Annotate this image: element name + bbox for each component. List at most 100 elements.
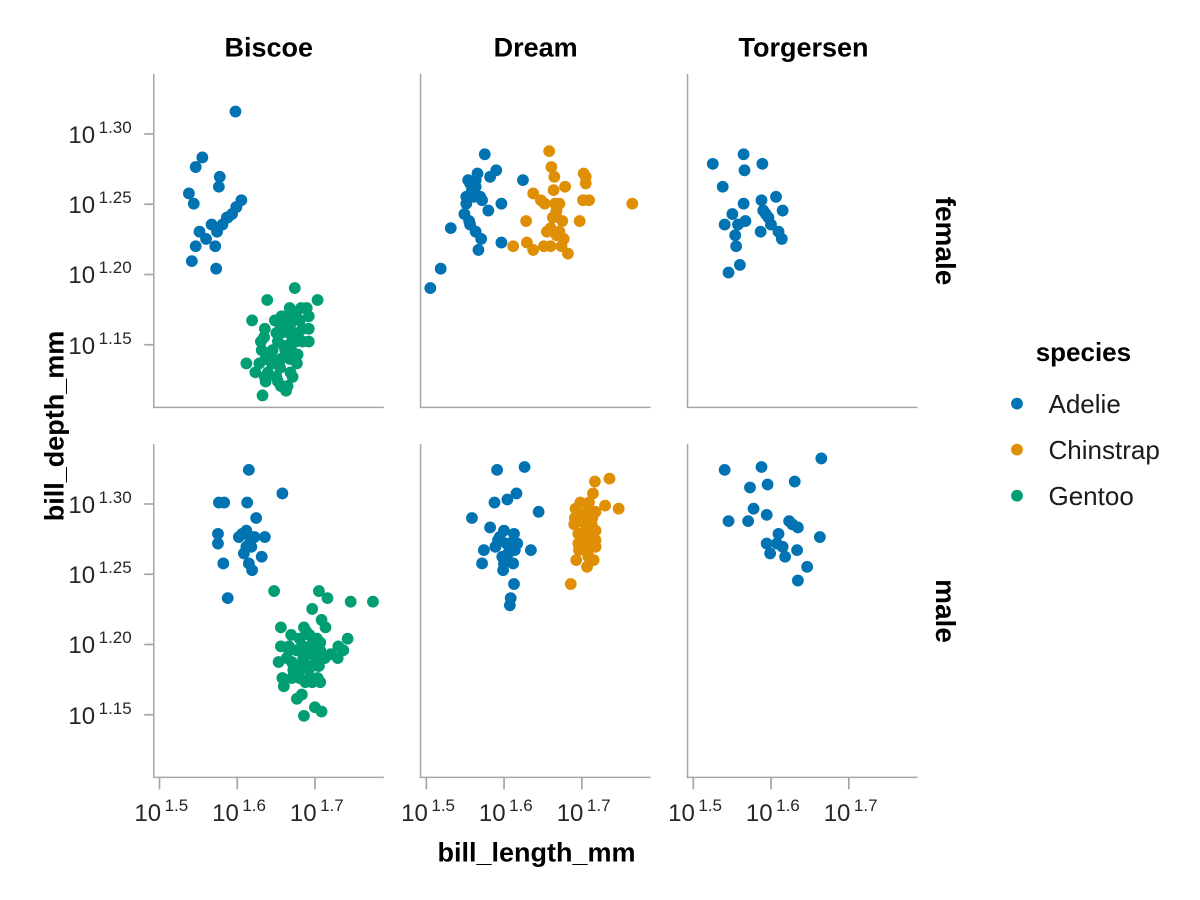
point-chinstrap [507, 240, 520, 253]
point-adelie [813, 531, 826, 543]
point-adelie [484, 170, 497, 183]
legend-label-adelie: Adelie [1048, 388, 1121, 419]
point-gentoo [246, 314, 259, 327]
point-adelie [510, 487, 523, 500]
facet-title-dream: Dream [493, 32, 578, 63]
point-chinstrap [541, 225, 553, 238]
point-adelie [718, 463, 731, 476]
point-adelie [742, 515, 755, 528]
legend-marker-gentoo [1011, 489, 1023, 502]
point-adelie [761, 478, 774, 491]
point-chinstrap [543, 145, 556, 158]
x-tick-label: 10 1.5 [668, 795, 723, 827]
point-gentoo [280, 384, 292, 397]
point-gentoo [274, 361, 287, 374]
point-adelie [241, 496, 254, 509]
point-chinstrap [556, 215, 569, 227]
x-tick-label: 10 1.6 [212, 795, 266, 827]
point-gentoo [313, 585, 325, 597]
point-chinstrap [535, 194, 547, 207]
point-gentoo [306, 676, 319, 689]
point-adelie [779, 550, 791, 563]
point-gentoo [314, 676, 327, 689]
point-adelie [477, 544, 490, 557]
point-adelie [770, 537, 783, 550]
point-chinstrap [599, 499, 612, 512]
point-adelie [532, 505, 545, 518]
point-gentoo [287, 664, 300, 676]
point-adelie [466, 512, 478, 524]
point-adelie [248, 531, 261, 543]
point-adelie [737, 197, 750, 210]
point-chinstrap [582, 550, 595, 563]
point-chinstrap [573, 215, 586, 227]
point-adelie [476, 557, 488, 570]
point-chinstrap [547, 184, 560, 196]
y-tick-label: 10 1.30 [68, 117, 132, 149]
point-adelie [187, 197, 200, 210]
point-gentoo [318, 652, 331, 664]
facet-title-biscoe: Biscoe [224, 32, 314, 63]
point-adelie [212, 537, 224, 550]
point-adelie [754, 225, 767, 238]
point-adelie [815, 452, 828, 465]
point-gentoo [270, 327, 283, 339]
legend-marker-adelie [1011, 397, 1023, 410]
point-gentoo [290, 692, 303, 705]
point-adelie [196, 151, 209, 164]
point-chinstrap [546, 211, 559, 224]
point-gentoo [302, 335, 315, 348]
point-chinstrap [589, 475, 601, 488]
point-adelie [755, 194, 768, 207]
point-adelie [472, 244, 485, 256]
point-adelie [255, 550, 268, 563]
point-adelie [756, 157, 769, 170]
point-adelie [722, 515, 735, 528]
point-adelie [246, 564, 259, 577]
point-adelie [744, 481, 756, 494]
point-chinstrap [626, 197, 639, 210]
point-gentoo [311, 294, 324, 306]
point-adelie [444, 222, 457, 235]
point-adelie [484, 521, 497, 534]
point-adelie [221, 211, 234, 224]
point-chinstrap [581, 560, 593, 573]
y-tick-label: 10 1.25 [68, 558, 132, 590]
point-gentoo [319, 621, 332, 634]
point-adelie [518, 461, 531, 473]
point-adelie [210, 262, 223, 275]
point-adelie [747, 502, 760, 515]
point-chinstrap [587, 487, 599, 500]
point-adelie [464, 177, 476, 190]
point-gentoo [264, 348, 277, 361]
point-chinstrap [577, 534, 590, 547]
point-chinstrap [562, 247, 574, 260]
x-tick-label: 10 1.7 [823, 795, 878, 827]
point-adelie [738, 164, 751, 177]
point-adelie [760, 508, 773, 521]
point-gentoo [283, 640, 295, 653]
y-tick-label: 10 1.30 [68, 487, 132, 519]
point-adelie [482, 204, 495, 217]
legend-label-gentoo: Gentoo [1048, 480, 1134, 511]
point-chinstrap [570, 554, 583, 566]
y-tick-label: 10 1.20 [68, 628, 132, 660]
point-chinstrap [564, 578, 577, 590]
point-adelie [503, 599, 516, 612]
point-adelie [501, 493, 514, 506]
point-gentoo [249, 366, 262, 379]
point-adelie [491, 463, 504, 476]
point-adelie [242, 463, 255, 476]
point-adelie [716, 180, 729, 193]
point-adelie [488, 496, 501, 509]
point-adelie [212, 180, 225, 193]
point-adelie [801, 560, 814, 573]
point-gentoo [295, 640, 308, 653]
x-tick-label: 10 1.7 [289, 795, 344, 827]
point-chinstrap [520, 215, 533, 227]
point-gentoo [259, 375, 272, 388]
point-adelie [230, 201, 243, 213]
point-adelie [211, 225, 223, 238]
point-adelie [236, 527, 249, 540]
